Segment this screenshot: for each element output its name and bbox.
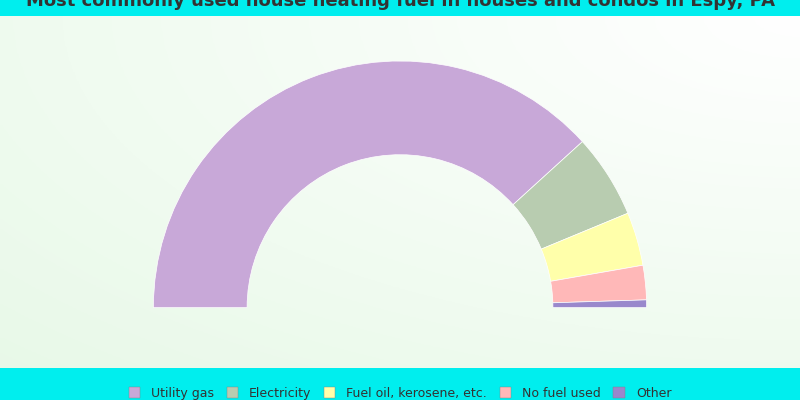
Wedge shape bbox=[513, 142, 628, 249]
Legend: Utility gas, Electricity, Fuel oil, kerosene, etc., No fuel used, Other: Utility gas, Electricity, Fuel oil, kero… bbox=[123, 382, 677, 400]
Wedge shape bbox=[553, 300, 646, 308]
Wedge shape bbox=[542, 213, 643, 281]
Title: Most commonly used house heating fuel in houses and condos in Espy, PA: Most commonly used house heating fuel in… bbox=[26, 0, 774, 10]
Wedge shape bbox=[154, 61, 582, 308]
Wedge shape bbox=[550, 265, 646, 303]
